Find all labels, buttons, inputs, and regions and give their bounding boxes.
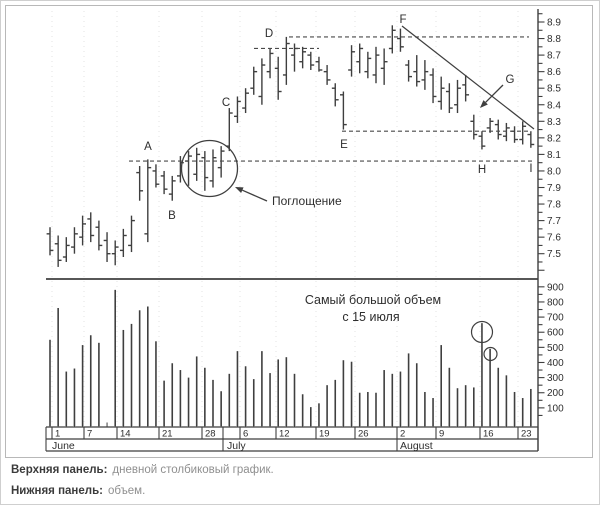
svg-text:Поглощение: Поглощение — [272, 194, 342, 208]
svg-text:21: 21 — [162, 429, 173, 440]
volume-note: Самый большой объем с 15 июля — [305, 293, 498, 362]
svg-text:900: 900 — [547, 282, 564, 293]
svg-text:400: 400 — [547, 358, 564, 369]
svg-text:A: A — [144, 141, 152, 153]
svg-text:July: July — [227, 440, 246, 452]
svg-text:8.2: 8.2 — [547, 133, 561, 144]
svg-text:C: C — [222, 97, 230, 109]
svg-text:800: 800 — [547, 297, 564, 308]
caption-upper-text: дневной столбиковый график. — [112, 464, 274, 476]
svg-text:6: 6 — [243, 429, 248, 440]
svg-text:8.8: 8.8 — [547, 34, 561, 45]
svg-text:B: B — [168, 210, 176, 222]
svg-text:8.5: 8.5 — [547, 84, 561, 95]
caption-upper-panel: Верхняя панель: дневной столбиковый графи… — [11, 464, 274, 477]
svg-text:F: F — [399, 14, 406, 26]
svg-text:1: 1 — [55, 429, 60, 440]
svg-text:August: August — [400, 440, 433, 452]
price-bars — [46, 25, 535, 267]
letter-labels: A B C D E F G H I — [144, 14, 532, 222]
dashed-levels — [129, 36, 534, 162]
figure-caption: Верхняя панель: дневной столбиковый графи… — [11, 464, 274, 504]
svg-text:300: 300 — [547, 373, 564, 384]
svg-text:D: D — [265, 28, 273, 40]
caption-lower-panel: Нижняя панель: объем. — [11, 484, 274, 498]
engulfing-annotation: Поглощение — [180, 139, 342, 208]
svg-text:500: 500 — [547, 343, 564, 354]
svg-text:200: 200 — [547, 388, 564, 399]
engulfing-circle — [180, 139, 239, 198]
svg-text:600: 600 — [547, 328, 564, 339]
downtrend-line — [401, 25, 535, 130]
svg-text:26: 26 — [358, 429, 369, 440]
svg-text:8.3: 8.3 — [547, 117, 561, 128]
svg-text:2: 2 — [400, 429, 405, 440]
svg-text:8.0: 8.0 — [547, 166, 561, 177]
svg-text:16: 16 — [483, 429, 494, 440]
svg-text:7.8: 7.8 — [547, 200, 561, 211]
caption-lower-label: Нижняя панель: — [11, 484, 103, 497]
right-axis: 8.9 8.8 8.7 8.6 8.5 8.4 8.3 8.2 8.1 8.0 7.9 7.8 7.7 7… — [537, 9, 564, 451]
volume-peak-circle — [470, 320, 494, 344]
caption-lower-text: объем. — [107, 484, 146, 497]
svg-text:700: 700 — [547, 313, 564, 324]
svg-text:8.4: 8.4 — [547, 100, 561, 111]
weekly-gridlines — [51, 11, 519, 426]
volume-bars — [49, 289, 532, 426]
caption-upper-label: Верхняя панель: — [11, 464, 108, 476]
svg-text:H: H — [478, 164, 486, 176]
volume-peak-circle — [483, 346, 498, 362]
svg-text:7.7: 7.7 — [547, 216, 561, 227]
svg-text:9: 9 — [439, 429, 444, 440]
svg-text:June: June — [52, 440, 75, 452]
svg-text:с 15 июля: с 15 июля — [342, 310, 399, 324]
svg-text:28: 28 — [205, 429, 216, 440]
x-axis: 1 7 14 21 28 6 12 19 26 2 9 16 23 June July August — [45, 422, 539, 452]
svg-text:8.1: 8.1 — [547, 150, 561, 161]
svg-text:8.6: 8.6 — [547, 67, 561, 78]
svg-text:7.9: 7.9 — [547, 183, 561, 194]
svg-text:7.5: 7.5 — [547, 249, 561, 260]
svg-text:Самый большой объем: Самый большой объем — [305, 293, 441, 307]
svg-text:G: G — [506, 74, 515, 86]
svg-text:19: 19 — [319, 429, 330, 440]
price-volume-chart: 8.9 8.8 8.7 8.6 8.5 8.4 8.3 8.2 8.1 8.0 7.9 7.8 7.7 7… — [5, 5, 593, 458]
svg-text:8.9: 8.9 — [547, 18, 561, 29]
svg-text:23: 23 — [521, 429, 532, 440]
svg-text:8.7: 8.7 — [547, 51, 561, 62]
svg-text:E: E — [340, 139, 348, 151]
svg-text:7: 7 — [87, 429, 92, 440]
svg-text:14: 14 — [120, 429, 131, 440]
svg-text:I: I — [529, 163, 532, 175]
figure-border — [5, 5, 593, 458]
g-arrow — [480, 84, 504, 108]
svg-text:7.6: 7.6 — [547, 233, 561, 244]
svg-text:100: 100 — [547, 403, 564, 414]
svg-text:12: 12 — [279, 429, 290, 440]
